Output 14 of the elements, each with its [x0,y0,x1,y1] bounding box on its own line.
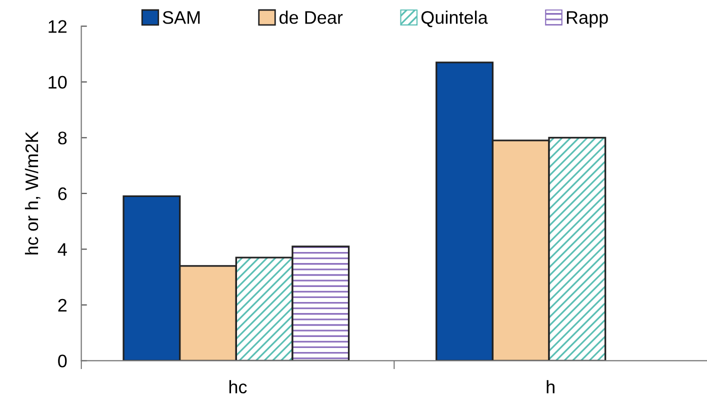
legend-label: de Dear [279,10,343,24]
y-axis-title: hc or h, W/m2K [24,131,40,254]
y-tick-label: 6 [58,187,67,200]
y-tick-label: 10 [48,76,67,89]
y-tick-label: 8 [58,132,67,144]
legend-label: SAM [162,11,200,24]
x-tick-label: hc [229,380,247,394]
y-tick-label: 0 [58,354,67,368]
x-tick-label: h [546,380,554,394]
legend-label: Rapp [566,11,608,28]
legend-label: Quintela [421,10,488,28]
y-tick-label: 12 [48,20,67,33]
y-tick-label: 2 [58,298,67,312]
y-tick-label: 4 [58,243,67,256]
